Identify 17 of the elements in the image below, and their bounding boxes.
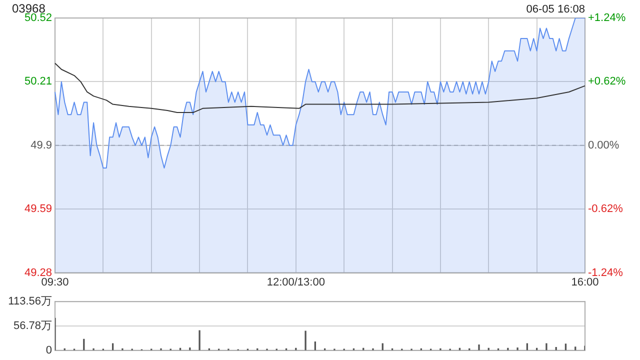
y-tick-label: 49.28 [24,266,52,279]
y2-tick-label: +1.24% [588,12,626,24]
y-tick-label: 49.9 [30,139,52,152]
y-tick-label: 113.56万 [8,296,52,308]
y-tick-label: 56.78万 [13,320,52,332]
y-tick-label: 49.59 [24,203,52,216]
y-tick-label: 50.21 [24,76,52,88]
x-tick-label: 09:30 [41,276,69,288]
y2-tick-label: +0.62% [588,76,626,88]
y-tick-label: 0 [46,344,52,356]
x-tick-label: 12:00/13:00 [266,276,325,288]
x-tick-label: 16:00 [571,276,599,288]
y-tick-label: 50.52 [24,12,52,24]
y2-tick-label: -1.24% [588,266,624,279]
y2-tick-label: 0.00% [588,139,620,152]
text: 06-05 16:08 [526,4,585,16]
y2-tick-label: -0.62% [588,203,624,216]
